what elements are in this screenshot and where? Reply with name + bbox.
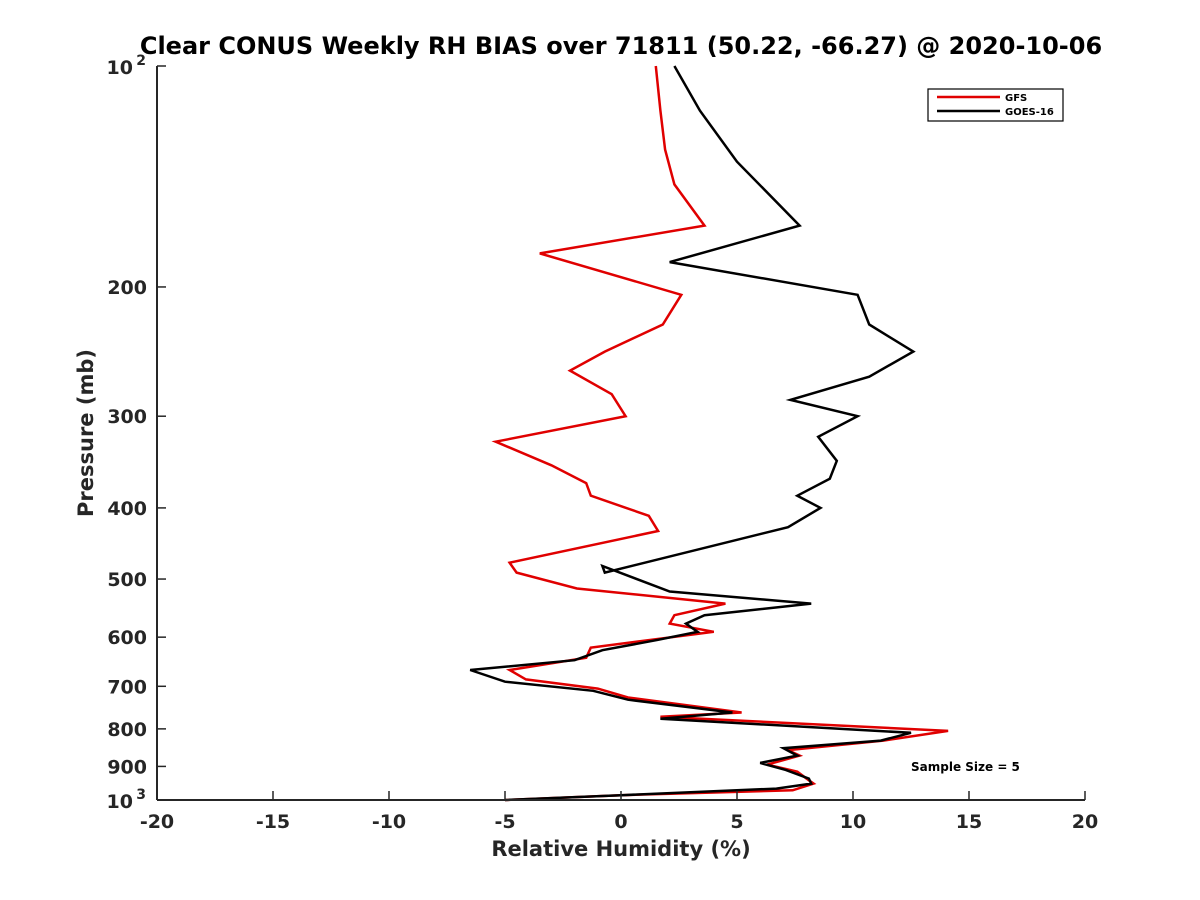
y-decade-label-base: 10 — [107, 57, 133, 79]
y-tick-label: 400 — [107, 498, 147, 520]
x-tick-label: -20 — [140, 811, 174, 833]
sample-size-annotation: Sample Size = 5 — [911, 760, 1020, 774]
y-decade-label-exponent: 2 — [136, 53, 146, 69]
y-tick-label: 900 — [107, 756, 147, 778]
series-line-goes16 — [469, 65, 916, 802]
chart-title: Clear CONUS Weekly RH BIAS over 71811 (5… — [140, 32, 1102, 60]
legend-label-goes16: GOES-16 — [1005, 107, 1054, 118]
legend: GFS GOES-16 — [927, 88, 1064, 122]
y-tick-label: 500 — [107, 569, 147, 591]
x-tick-label: 10 — [840, 811, 866, 833]
x-ticks: -20 -15 -10 -5 0 5 10 15 20 — [140, 791, 1098, 833]
x-tick-label: 15 — [956, 811, 982, 833]
y-tick-label: 200 — [107, 277, 147, 299]
y-tick-label: 700 — [107, 676, 147, 698]
x-tick-label: -15 — [256, 811, 290, 833]
y-tick-label: 600 — [107, 627, 147, 649]
legend-box — [927, 88, 1064, 122]
legend-label-gfs: GFS — [1005, 93, 1027, 104]
y-axis-label: Pressure (mb) — [74, 349, 98, 517]
y-decade-label-base: 10 — [107, 791, 133, 813]
x-axis-label: Relative Humidity (%) — [491, 837, 750, 861]
x-tick-label: 0 — [614, 811, 627, 833]
x-tick-label: -5 — [494, 811, 515, 833]
y-tick-label: 800 — [107, 719, 147, 741]
x-tick-label: 5 — [730, 811, 743, 833]
y-tick-label: 300 — [107, 406, 147, 428]
x-tick-label: 20 — [1072, 811, 1098, 833]
series-layer — [469, 65, 949, 802]
y-decade-label-exponent: 3 — [136, 787, 146, 803]
plot-area — [157, 66, 1085, 800]
x-tick-label: -10 — [372, 811, 406, 833]
